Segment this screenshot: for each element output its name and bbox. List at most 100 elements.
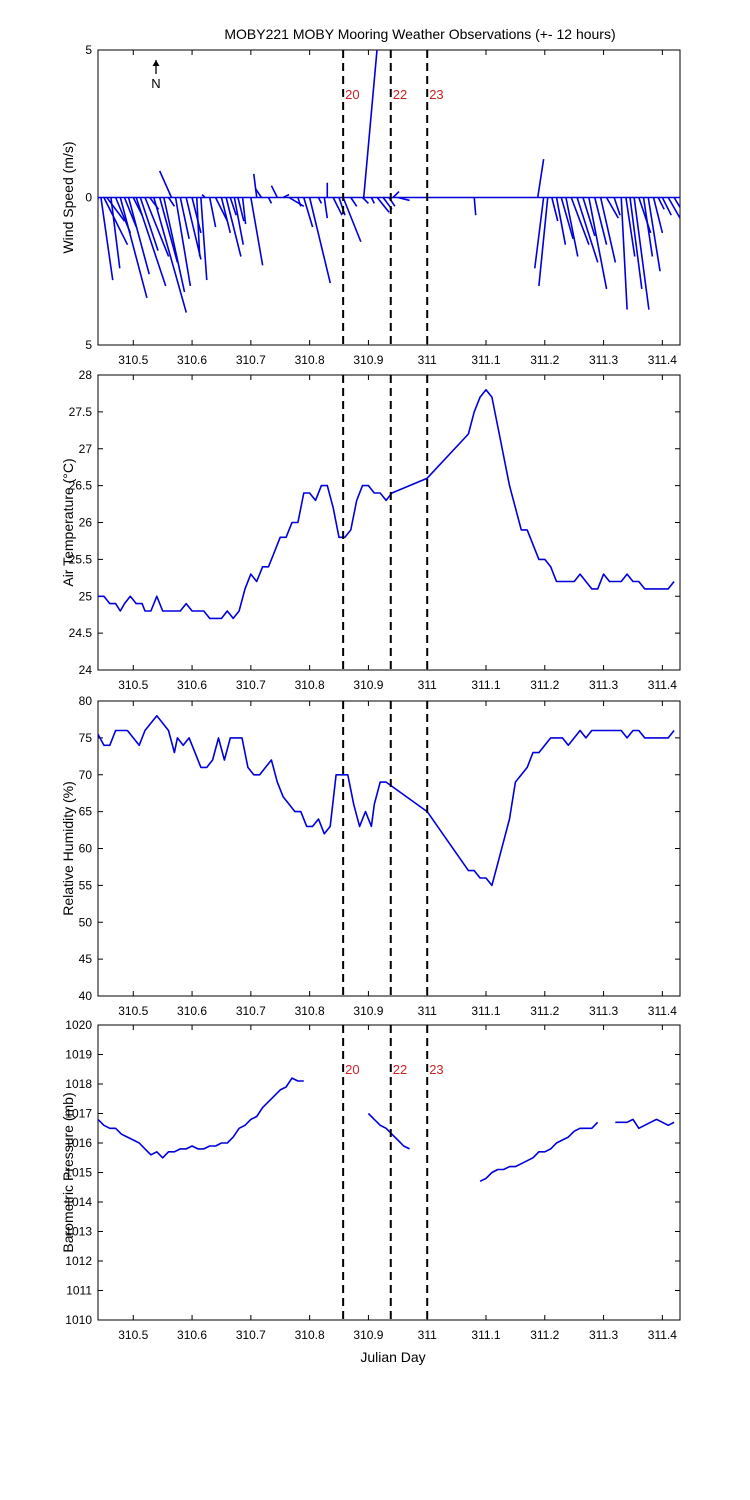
y-tick-label: 1020	[65, 1018, 92, 1032]
y-tick-label: 80	[79, 694, 93, 708]
x-tick-label: 311	[418, 353, 437, 367]
wind-stick	[250, 197, 264, 266]
series-line	[98, 1077, 304, 1159]
wind-stick	[652, 197, 664, 234]
x-tick-label: 310.9	[353, 678, 383, 692]
x-tick-label: 311.1	[471, 678, 500, 692]
x-tick-label: 311	[418, 1328, 437, 1342]
wind-stick	[323, 197, 329, 219]
y-tick-label: 5	[85, 338, 92, 352]
y-tick-label: 27	[79, 442, 93, 456]
panel-2: 24 24.5 25 25.5 26 26.5 27 27.5 28 310.5 310.6 310.…	[60, 368, 681, 692]
x-tick-label: 310.6	[177, 678, 207, 692]
y-tick-label: 1018	[65, 1077, 92, 1091]
plot-frame	[97, 1024, 681, 1321]
wind-stick	[163, 197, 186, 293]
x-tick-label: 310.9	[353, 1328, 383, 1342]
wind-stick	[100, 197, 114, 281]
x-tick-label: 310.6	[177, 353, 207, 367]
y-tick-label: 70	[79, 768, 93, 782]
x-tick-label: 311	[418, 678, 437, 692]
wind-stick	[119, 197, 148, 299]
wind-stick	[201, 193, 206, 199]
wind-stick	[208, 197, 217, 228]
x-tick-label: 310.8	[295, 1328, 325, 1342]
wind-stick	[633, 197, 650, 310]
wind-stick	[629, 197, 643, 290]
wind-stick	[267, 197, 273, 204]
wind-stick	[588, 197, 608, 290]
x-tick-label: 310.5	[118, 1328, 148, 1342]
wind-stick	[98, 197, 99, 209]
wind-stick	[536, 159, 545, 198]
wind-stick	[185, 197, 202, 260]
event-marker-label: 20	[345, 87, 359, 102]
y-tick-label: 25	[79, 589, 93, 603]
wind-stick	[582, 197, 596, 237]
wind-stick	[555, 197, 567, 245]
wind-stick	[620, 197, 628, 310]
plot-area	[98, 388, 675, 620]
series-line	[98, 714, 675, 887]
wind-stick	[174, 197, 192, 287]
wind-stick	[625, 197, 636, 257]
wind-stick	[565, 197, 579, 257]
wind-stick	[350, 197, 358, 207]
y-axis-label: Air Temperature (°C)	[60, 458, 76, 586]
wind-stick	[106, 197, 126, 222]
wind-stick	[282, 193, 290, 199]
x-tick-label: 311.1	[471, 353, 500, 367]
north-label: N	[151, 76, 160, 91]
wind-stick	[144, 197, 170, 257]
y-tick-label: 0	[85, 191, 92, 205]
wind-stick	[297, 197, 302, 207]
wind-stick	[560, 197, 574, 240]
wind-stick	[135, 197, 167, 287]
wind-stick	[657, 197, 665, 210]
wind-stick	[220, 197, 232, 234]
y-tick-label: 1011	[66, 1284, 92, 1298]
y-tick-label: 28	[79, 368, 93, 382]
y-tick-label: 45	[79, 952, 93, 966]
plot-frame	[97, 374, 681, 671]
wind-stick	[361, 196, 370, 204]
x-tick-label: 311	[418, 1004, 437, 1018]
wind-stick	[288, 196, 305, 208]
wind-stick	[241, 197, 247, 225]
wind-stick	[191, 197, 202, 234]
wind-stick	[123, 197, 137, 228]
y-tick-label: 1014	[65, 1195, 92, 1209]
wind-stick	[302, 197, 314, 228]
wind-stick	[270, 185, 279, 198]
event-marker-label: 23	[429, 87, 443, 102]
x-axis-label: Julian Day	[360, 1349, 425, 1365]
y-tick-label: 50	[79, 915, 93, 929]
y-tick-label: 1015	[65, 1166, 92, 1180]
wind-stick	[308, 197, 332, 284]
wind-stick	[613, 197, 621, 216]
event-marker-label: 20	[345, 1062, 359, 1077]
wind-stick	[593, 197, 608, 245]
wind-stick	[362, 50, 378, 198]
x-tick-label: 311.3	[589, 678, 618, 692]
wind-stick	[233, 197, 245, 245]
wind-stick	[110, 197, 121, 269]
figure-title: MOBY221 MOBY Mooring Weather Observation…	[224, 26, 615, 42]
wind-stick	[673, 197, 680, 209]
wind-stick	[153, 197, 188, 313]
y-tick-label: 26	[79, 516, 93, 530]
series-line	[98, 388, 675, 620]
x-tick-label: 311.4	[648, 1004, 677, 1018]
wind-stick	[237, 197, 245, 222]
wind-stick	[370, 197, 376, 204]
x-tick-label: 311.1	[471, 1328, 500, 1342]
x-tick-label: 310.9	[353, 1004, 383, 1018]
panel-3: 40 45 50 55 60 65 70 75 80 310.5 310.6 310.7 310.8 31…	[60, 694, 681, 1018]
wind-stick	[167, 197, 176, 207]
y-tick-label: 1016	[65, 1136, 92, 1150]
wind-stick	[647, 197, 661, 272]
wind-stick	[158, 197, 179, 263]
wind-stick	[158, 170, 173, 198]
y-tick-label: 1017	[65, 1107, 92, 1121]
